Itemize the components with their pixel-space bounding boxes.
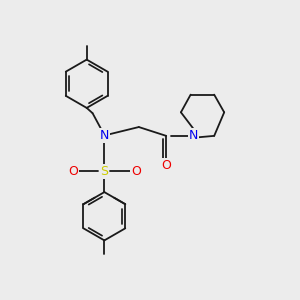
Text: N: N	[100, 129, 109, 142]
Text: S: S	[100, 165, 108, 178]
Text: O: O	[131, 165, 141, 178]
Text: N: N	[189, 129, 198, 142]
Text: O: O	[68, 165, 78, 178]
Text: O: O	[161, 159, 171, 172]
